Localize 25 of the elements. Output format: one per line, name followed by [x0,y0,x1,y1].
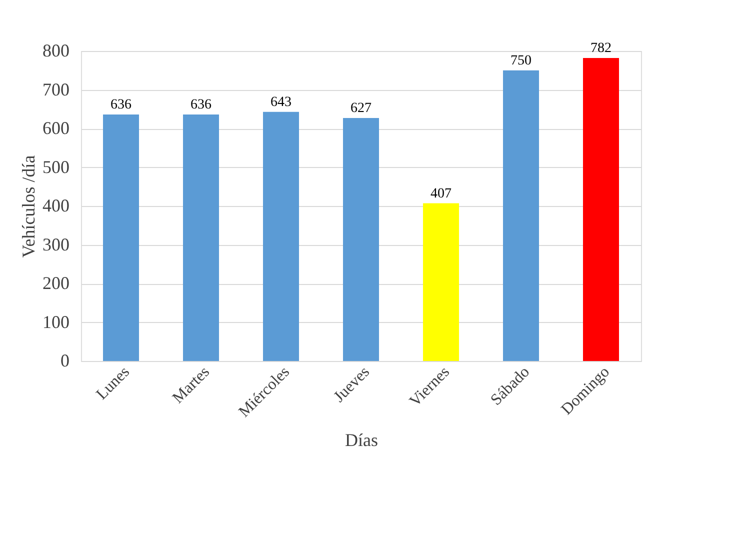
data-label: 782 [590,40,612,56]
bar [263,112,299,361]
y-axis-title: Vehículos /día [18,155,38,258]
bar [423,203,459,361]
y-tick-label: 300 [42,234,70,254]
y-tick-label: 600 [42,118,70,138]
data-label: 750 [510,53,532,68]
y-tick-label: 500 [42,156,70,177]
bar [583,58,619,361]
bar [503,70,539,361]
y-tick-label: 100 [42,312,70,332]
x-axis-title: Días [345,430,378,450]
y-tick-label: 400 [42,196,70,216]
data-label: 643 [270,94,292,110]
y-tick-label: 200 [42,273,70,293]
bar [183,114,219,361]
y-tick-label: 800 [42,40,70,60]
data-label: 636 [190,98,212,113]
data-label: 636 [110,98,132,113]
y-tick-label: 700 [42,79,70,100]
bar [103,114,139,361]
data-label: 627 [350,101,372,116]
data-label: 407 [430,186,452,202]
bar [343,118,379,361]
y-tick-label: 0 [60,350,70,370]
